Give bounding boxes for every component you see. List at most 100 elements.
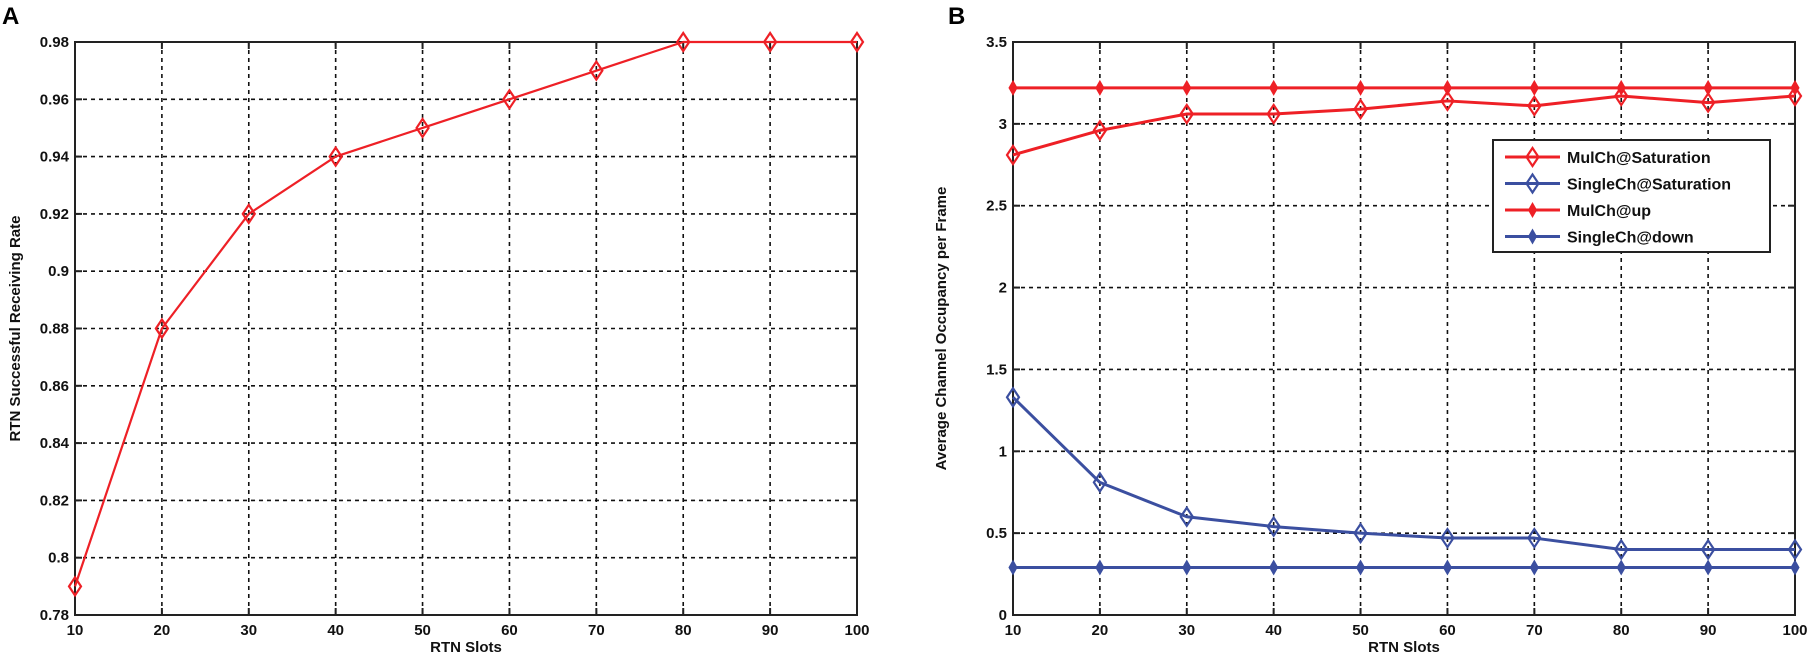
x-tick-label: 30 [1178,622,1195,639]
legend-item: SingleCh@down [1505,228,1694,247]
x-tick-label: 100 [844,622,869,639]
y-tick-label: 0.88 [40,321,69,338]
legend-item: SingleCh@Saturation [1505,172,1731,195]
diamond-open-marker-icon [1613,85,1629,108]
y-axis-tick-labels: 0 0.5 1 1.5 2 2.5 3 3.5 [986,34,1007,624]
y-tick-label: 0.78 [40,607,69,624]
diamond-filled-marker-icon [1790,79,1800,96]
x-tick-label: 30 [240,622,257,639]
x-axis-title: RTN Slots [1368,639,1440,656]
diamond-open-marker-icon [1527,94,1542,117]
diamond-open-marker-icon [1787,85,1803,108]
diamond-filled-marker-icon [1616,559,1626,576]
diamond-filled-marker-icon [1269,559,1279,576]
diamond-open-marker-icon [1787,538,1803,561]
x-tick-label: 80 [675,622,692,639]
diamond-filled-marker-icon [1527,201,1538,219]
x-tick-label: 80 [1613,622,1630,639]
y-tick-label: 3.5 [986,34,1007,51]
grid-lines [75,42,857,615]
x-tick-label: 10 [1005,622,1022,639]
y-tick-label: 3 [999,116,1007,133]
diamond-open-marker-icon [1266,103,1281,126]
x-axis-tick-labels: 10 20 30 40 50 60 70 80 90 100 [67,622,870,639]
x-tick-label: 60 [501,622,518,639]
x-tick-label: 20 [1092,622,1109,639]
diamond-open-marker-icon [1092,119,1108,142]
y-axis-title: RTN Successful Receiving Rate [7,216,24,442]
x-tick-label: 40 [1265,622,1282,639]
diamond-filled-marker-icon [1703,79,1713,96]
x-tick-label: 60 [1439,622,1456,639]
panel-label: B [948,3,965,30]
diamond-filled-marker-icon [1269,79,1279,96]
x-axis-tick-labels: 10 20 30 40 50 60 70 80 90 100 [1005,622,1808,639]
diamond-open-marker-icon [1179,103,1195,126]
diamond-open-marker-icon [1525,172,1540,195]
diamond-open-marker-icon [1527,527,1542,550]
y-tick-label: 2 [999,280,1007,297]
diamond-filled-marker-icon [1529,79,1539,96]
diamond-open-marker-icon [762,31,778,53]
x-tick-label: 20 [154,622,171,639]
legend-label: SingleCh@down [1567,230,1694,247]
x-tick-label: 90 [762,622,779,639]
diamond-open-marker-icon [1613,538,1629,561]
grid-lines [1013,42,1795,615]
legend-label: MulCh@Saturation [1567,150,1711,167]
panel-a-chart: A 10 20 30 40 50 60 70 80 90 100 0.78 0.8 0.82 0.84 0.8… [2,3,870,656]
diamond-open-marker-icon [1005,143,1021,166]
diamond-open-marker-icon [1700,538,1716,561]
x-tick-label: 90 [1700,622,1717,639]
diamond-open-marker-icon [67,575,83,598]
x-tick-label: 10 [67,622,84,639]
diamond-filled-marker-icon [1008,79,1018,96]
diamond-open-marker-icon [415,116,430,139]
x-tick-label: 40 [327,622,344,639]
diamond-open-marker-icon [241,202,257,225]
legend-item: MulCh@up [1505,201,1651,220]
series-singlech-down [1008,559,1800,576]
diamond-open-marker-icon [154,317,170,340]
diamond-open-marker-icon [1179,505,1195,528]
diamond-filled-marker-icon [1442,79,1453,96]
y-tick-label: 0 [999,607,1007,624]
y-tick-label: 0.82 [40,492,69,509]
diamond-open-marker-icon [849,31,865,53]
diamond-filled-marker-icon [1529,559,1539,576]
diamond-open-marker-icon [1440,527,1455,550]
diamond-open-marker-icon [1525,146,1540,168]
x-tick-label: 50 [414,622,431,639]
diamond-open-marker-icon [1266,515,1281,538]
x-tick-label: 50 [1352,622,1369,639]
y-tick-label: 0.5 [986,525,1007,542]
x-axis-title: RTN Slots [430,639,502,656]
diamond-filled-marker-icon [1616,79,1626,96]
legend-label: MulCh@up [1567,203,1651,220]
y-axis-tick-labels: 0.78 0.8 0.82 0.84 0.86 0.88 0.9 0.92 0.94 0.96 0.… [40,34,70,624]
y-tick-label: 0.98 [40,34,69,51]
y-tick-label: 0.94 [40,149,70,166]
series-mulch-up [1008,79,1800,96]
diamond-filled-marker-icon [1182,559,1192,576]
diamond-filled-marker-icon [1182,79,1192,96]
legend: MulCh@Saturation SingleCh@Saturation MulCh… [1492,139,1771,253]
y-tick-label: 2.5 [986,198,1007,215]
x-tick-label: 70 [588,622,605,639]
diamond-open-marker-icon [502,88,517,111]
x-tick-label: 100 [1782,622,1807,639]
diamond-filled-marker-icon [1790,559,1800,576]
y-tick-label: 1 [999,443,1007,460]
diamond-filled-marker-icon [1008,559,1018,576]
diamond-filled-marker-icon [1095,79,1105,96]
diamond-open-marker-icon [328,145,343,168]
diamond-filled-marker-icon [1355,79,1366,96]
diamond-filled-marker-icon [1442,559,1453,576]
panel-b-chart: B 10 20 30 40 50 60 70 80 90 100 0 0.5 1 1.5 2 2.5 3 3.5 RT… [933,3,1808,656]
diamond-open-marker-icon [1353,98,1368,121]
diamond-open-marker-icon [1092,471,1108,494]
series-singlech-saturation [1005,386,1803,561]
y-axis-title: Average Channel Occupancy per Frame [933,187,950,471]
y-tick-label: 0.84 [40,435,70,452]
